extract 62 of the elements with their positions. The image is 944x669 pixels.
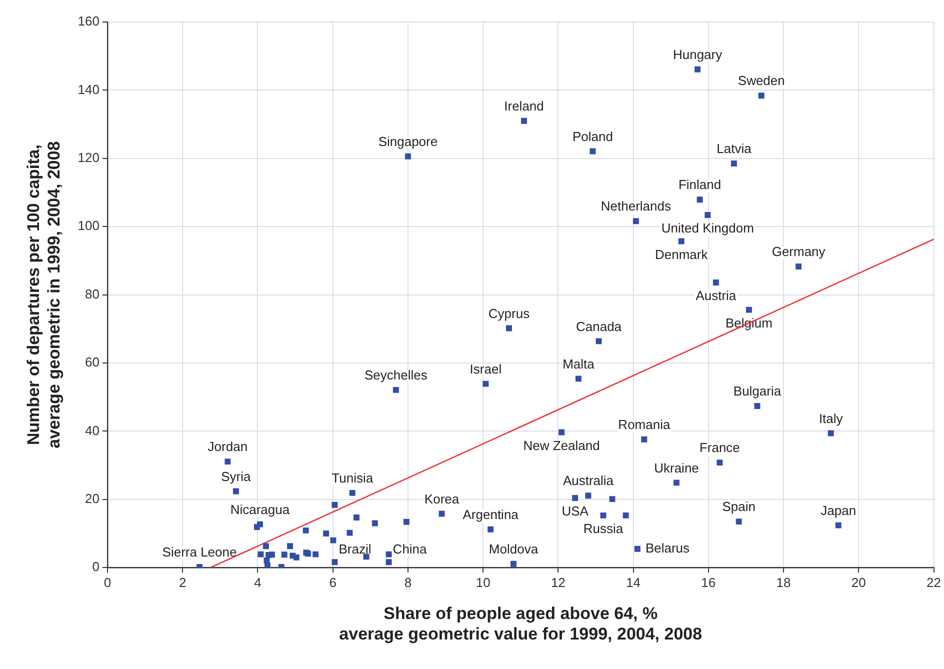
- annotation: China: [392, 542, 428, 557]
- annotation: Hungary: [672, 46, 723, 62]
- y-tick-label: 140: [78, 82, 100, 97]
- annotation: USA: [562, 504, 589, 519]
- annotation: Israel: [470, 361, 502, 376]
- y-tick-label: 100: [78, 218, 100, 234]
- x-tick-label: 8: [404, 574, 412, 590]
- annotation: Spain: [722, 499, 756, 514]
- annotation: Sweden: [738, 73, 785, 88]
- annotation: Sierra Leone: [162, 544, 237, 560]
- annotation: Romania: [618, 416, 671, 432]
- x-tick-label: 20: [851, 574, 866, 590]
- annotation: Japan: [820, 502, 856, 518]
- y-tick-label: 0: [92, 559, 100, 574]
- annotation: United Kingdom: [661, 220, 754, 236]
- x-tick-label: 18: [776, 574, 791, 590]
- y-tick-label: 120: [78, 150, 100, 165]
- annotation: Poland: [572, 128, 613, 144]
- x-tick-label: 14: [626, 574, 641, 590]
- annotation: Malta: [562, 356, 596, 372]
- annotation: Seychelles: [364, 368, 428, 383]
- annotation: Australia: [562, 473, 614, 488]
- annotation: Singapore: [378, 134, 438, 149]
- x-tick-label: 2: [178, 574, 186, 590]
- x-tick-label: 12: [550, 574, 566, 590]
- y-tick-label: 20: [85, 490, 100, 506]
- x-tick-label: 6: [329, 574, 336, 590]
- annotation: Tunisia: [332, 470, 374, 486]
- x-tick-label: 10: [476, 574, 490, 590]
- x-axis-title: Share of people aged above 64, % average geometric value for 1999, 2004, 2008: [339, 604, 702, 644]
- annotation: Brazil: [338, 542, 372, 557]
- annotation: Nicaragua: [230, 502, 290, 517]
- y-tick-label: 40: [85, 422, 100, 438]
- annotation: Moldova: [488, 541, 539, 556]
- annotation: Ireland: [504, 98, 544, 114]
- annotation: Korea: [424, 491, 460, 506]
- annotation: Finland: [678, 177, 722, 192]
- annotation: Belarus: [645, 540, 690, 556]
- annotation: France: [699, 440, 740, 456]
- annotation: Denmark: [655, 246, 708, 262]
- annotation: Latvia: [716, 141, 752, 156]
- annotation: Germany: [772, 244, 826, 260]
- annotation: Ukraine: [654, 460, 699, 476]
- annotation: Netherlands: [600, 198, 672, 214]
- x-tick-label: 16: [701, 574, 716, 590]
- annotation: Cyprus: [488, 306, 530, 321]
- x-tick-label: 4: [254, 574, 262, 590]
- annotation: Austria: [696, 288, 737, 304]
- y-tick-label: 60: [85, 354, 100, 370]
- annotation: Argentina: [462, 506, 520, 522]
- annotation: Canada: [576, 318, 622, 334]
- annotation: Bulgaria: [733, 384, 782, 399]
- annotation: Syria: [221, 468, 252, 484]
- x-tick-label: 0: [104, 574, 112, 590]
- annotation: Russia: [583, 521, 624, 536]
- annotation: Jordan: [208, 439, 248, 454]
- y-tick-label: 80: [85, 286, 100, 302]
- annotation: New Zealand: [523, 438, 600, 453]
- y-axis-title: Number of departures per 100 capita, average geometric in 1999, 2004, 2008: [24, 141, 64, 448]
- annotation: Italy: [818, 410, 844, 426]
- x-tick-label: 22: [926, 574, 942, 590]
- y-tick-label: 160: [78, 14, 100, 29]
